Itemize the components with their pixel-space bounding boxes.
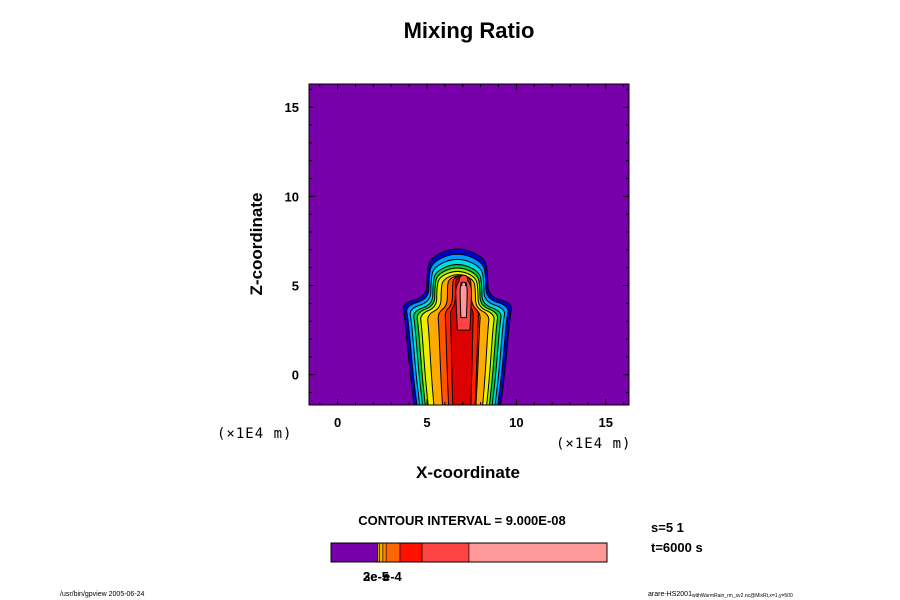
footer-right: arare-HS2001withWarmRain_rm_sv2.nc@MixRt… [648, 591, 793, 599]
colorbar-label: 2e-5 [363, 569, 389, 584]
contour-interval: CONTOUR INTERVAL = 9.000E-08 [358, 513, 565, 528]
colorbar-label: e-4 [383, 569, 403, 584]
plot-area [309, 84, 629, 406]
x-axis-unit-left: (×1E4 m) [217, 426, 292, 442]
colorbar-labels: 3e-52e-5e-4 [363, 569, 403, 584]
info-t: t=6000 s [651, 540, 703, 555]
colorbar-segment-3 [379, 542, 384, 563]
colorbar-segment-7 [421, 542, 470, 563]
footer-left: /usr/bin/gpview 2005-06-24 [60, 591, 145, 598]
info-s: s=5 1 [651, 520, 684, 535]
colorbar [330, 542, 608, 563]
y-axis-label: Z-coordinate [247, 193, 266, 296]
colorbar-segment-4 [382, 542, 387, 563]
colorbar-segment-5 [385, 542, 401, 563]
x-axis-label: X-coordinate [416, 463, 520, 482]
x-tick-label: 0 [334, 415, 341, 430]
x-axis-ticks: 0 5 10 15 [319, 84, 625, 430]
y-tick-label: 15 [285, 100, 299, 115]
x-tick-label: 15 [599, 415, 613, 430]
x-tick-label: 5 [423, 415, 430, 430]
footer-right-sub: withWarmRain_rm_sv2.nc@MixRt,x=1,y=500 [692, 593, 793, 599]
y-axis-ticks: 0 5 10 15 [285, 88, 629, 394]
colorbar-segment-6 [399, 542, 423, 563]
chart-title: Mixing Ratio [404, 18, 535, 43]
colorbar-segment-8 [468, 542, 608, 563]
colorbar-frame [330, 542, 608, 563]
x-tick-label: 10 [509, 415, 523, 430]
y-tick-label: 5 [292, 279, 299, 294]
plot-frame [308, 83, 630, 406]
x-axis-unit-right: (×1E4 m) [556, 436, 631, 452]
y-tick-label: 10 [285, 189, 299, 204]
y-tick-label: 0 [292, 368, 299, 383]
footer-right-main: arare-HS2001 [648, 591, 692, 598]
colorbar-segment-1 [330, 542, 379, 563]
contour-level-12 [459, 281, 468, 319]
colorbar-label: 3e-5 [363, 569, 389, 584]
